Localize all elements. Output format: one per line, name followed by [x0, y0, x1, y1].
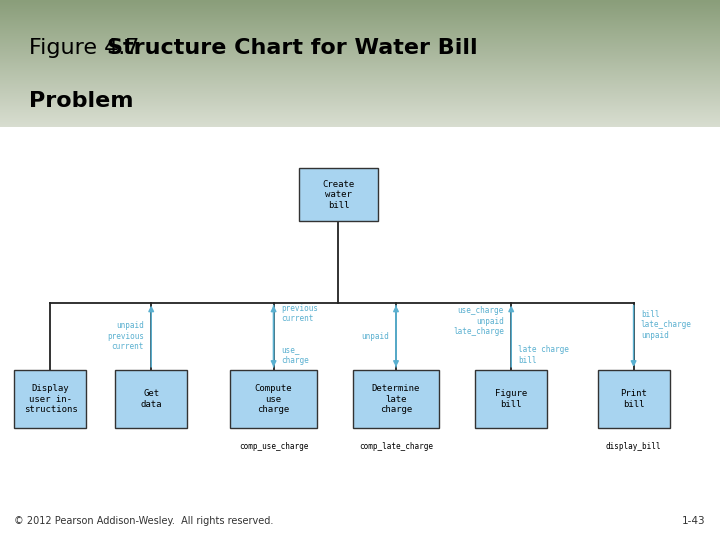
Text: Figure
bill: Figure bill: [495, 389, 527, 409]
Text: © 2012 Pearson Addison-Wesley.  All rights reserved.: © 2012 Pearson Addison-Wesley. All right…: [14, 516, 274, 526]
Text: Print
bill: Print bill: [620, 389, 647, 409]
FancyBboxPatch shape: [598, 370, 670, 428]
Text: unpaid: unpaid: [361, 332, 389, 341]
Text: Problem: Problem: [29, 91, 133, 111]
Text: Display
user in-
structions: Display user in- structions: [24, 384, 77, 414]
FancyBboxPatch shape: [115, 370, 187, 428]
Text: use_charge
unpaid
late_charge: use_charge unpaid late_charge: [453, 306, 504, 336]
Text: comp_use_charge: comp_use_charge: [239, 442, 308, 450]
Text: Compute
use
charge: Compute use charge: [255, 384, 292, 414]
Text: 1-43: 1-43: [682, 516, 706, 526]
Text: comp_late_charge: comp_late_charge: [359, 442, 433, 450]
Text: Determine
late
charge: Determine late charge: [372, 384, 420, 414]
Text: bill
late_charge
unpaid: bill late_charge unpaid: [641, 310, 692, 340]
FancyBboxPatch shape: [475, 370, 547, 428]
Text: display_bill: display_bill: [606, 442, 662, 450]
Text: Create
water
bill: Create water bill: [323, 180, 354, 210]
FancyBboxPatch shape: [14, 370, 86, 428]
Text: Figure 4.7: Figure 4.7: [29, 38, 153, 58]
FancyBboxPatch shape: [230, 370, 317, 428]
FancyBboxPatch shape: [353, 370, 439, 428]
Text: Get
data: Get data: [140, 389, 162, 409]
Text: late charge
bill: late charge bill: [518, 346, 570, 365]
FancyBboxPatch shape: [299, 168, 378, 221]
Text: previous
current: previous current: [281, 304, 318, 323]
Text: use_
charge: use_ charge: [281, 346, 309, 365]
Text: unpaid
previous
current: unpaid previous current: [107, 321, 144, 351]
Text: Structure Chart for Water Bill: Structure Chart for Water Bill: [107, 38, 477, 58]
